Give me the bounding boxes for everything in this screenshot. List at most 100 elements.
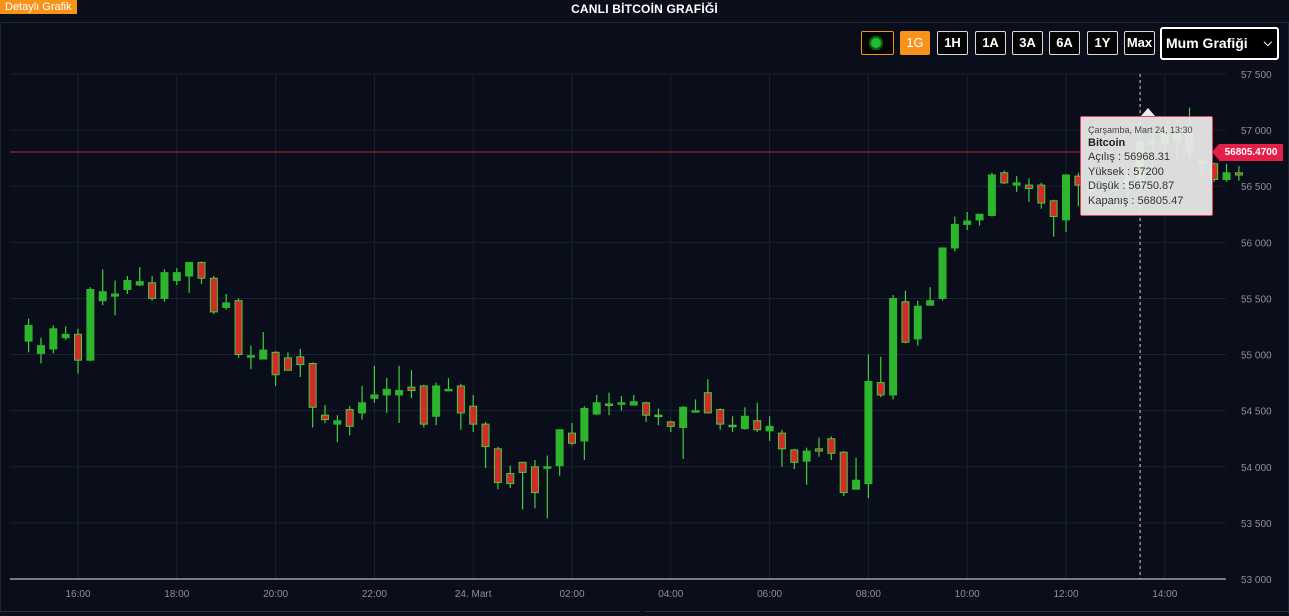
x-tick-label: 10:00	[955, 589, 980, 600]
candle-body-up	[555, 429, 564, 467]
candle-body-up	[49, 328, 58, 350]
candle-body-down	[74, 333, 82, 361]
candle-body-up	[61, 333, 70, 339]
candle-body-up	[370, 394, 379, 399]
candle-body-up	[852, 479, 861, 490]
y-tick-label: 57 000	[1241, 126, 1272, 137]
chart-type-select[interactable]: Mum Grafiği ⌵	[1160, 27, 1279, 60]
candle-body-down	[568, 432, 576, 444]
tooltip-caret	[1141, 108, 1155, 116]
candle-body-down	[1049, 200, 1058, 218]
chart-type-label: Mum Grafiği	[1166, 35, 1248, 51]
candle-body-down	[345, 409, 354, 427]
candle-body-up	[395, 389, 404, 396]
x-tick-label: 14:00	[1152, 589, 1177, 600]
candle-body-down	[148, 282, 157, 299]
candle-body-up	[259, 349, 268, 360]
tooltip-low: Düşük : 56750.87	[1088, 180, 1175, 192]
candle-body-up	[889, 297, 898, 396]
current-price-badge: 56805.4700	[1219, 144, 1283, 161]
candle-body-down	[666, 421, 675, 427]
candle-body-up	[950, 223, 959, 249]
tooltip-open: Açılış : 56968.31	[1088, 151, 1170, 163]
candle-body-up	[580, 407, 589, 442]
candle-body-down	[716, 409, 725, 425]
y-tick-label: 56 500	[1241, 182, 1272, 193]
y-tick-label: 57 500	[1241, 70, 1272, 81]
candle-body-down	[419, 385, 428, 425]
range-button-1h[interactable]: 1H	[937, 31, 968, 55]
candle-body-down	[1234, 172, 1243, 176]
candle-body-down	[493, 448, 502, 483]
candle-body-up	[1012, 182, 1021, 186]
candle-body-up	[765, 425, 774, 432]
candle-body-down	[469, 405, 478, 425]
range-button-1g[interactable]: 1G	[900, 31, 930, 55]
tooltip-close: Kapanış : 56805.47	[1088, 194, 1184, 207]
candle-body-up	[938, 247, 947, 299]
candle-body-up	[36, 345, 45, 354]
candle-body-up	[135, 281, 144, 286]
candle-body-down	[703, 392, 712, 414]
x-tick-label: 04:00	[658, 589, 683, 600]
candle-body-down	[876, 382, 885, 396]
candle-body-down	[518, 461, 527, 473]
tooltip-high: Yüksek : 57200	[1088, 165, 1164, 178]
x-tick-label: 18:00	[164, 589, 189, 600]
x-tick-label: 02:00	[559, 589, 584, 600]
x-tick-label: 22:00	[362, 589, 387, 600]
range-button-1a[interactable]: 1A	[975, 31, 1006, 55]
candle-body-up	[679, 406, 688, 428]
x-tick-label: 08:00	[856, 589, 881, 600]
candle-body-up	[543, 466, 552, 469]
candle-body-down	[753, 420, 762, 431]
candle-body-down	[321, 414, 329, 421]
candle-body-down	[283, 357, 292, 371]
candle-body-down	[839, 451, 848, 494]
live-toggle-button[interactable]	[861, 31, 894, 55]
x-tick-label: 16:00	[65, 589, 90, 600]
candle-body-down	[197, 262, 206, 279]
range-button-max[interactable]: Max	[1124, 31, 1155, 55]
y-tick-label: 56 000	[1241, 238, 1272, 249]
tooltip-series-name: Bitcoin	[1088, 137, 1126, 149]
y-tick-label: 54 500	[1241, 407, 1272, 418]
candle-body-up	[123, 279, 132, 290]
range-button-1y[interactable]: 1Y	[1087, 31, 1118, 55]
candle-body-down	[1024, 184, 1033, 189]
x-tick-label: 06:00	[757, 589, 782, 600]
candle-body-down	[530, 466, 539, 494]
top-bar: Detaylı Grafik CANLI BİTCOİN GRAFİĞİ	[0, 0, 1289, 22]
candle-body-up	[740, 415, 749, 430]
candle-body-down	[728, 424, 737, 428]
bottom-panel-left	[0, 611, 640, 616]
candle-body-up	[617, 402, 626, 405]
y-tick-label: 54 000	[1241, 463, 1272, 474]
x-tick-label: 20:00	[263, 589, 288, 600]
candle-body-down	[815, 448, 823, 452]
candle-body-up	[913, 305, 922, 340]
candle-body-down	[654, 414, 663, 418]
x-tick-label: 12:00	[1053, 589, 1078, 600]
candle-body-up	[963, 220, 972, 225]
candle-body-down	[407, 386, 416, 391]
candle-body-up	[802, 450, 811, 462]
candle-body-up	[926, 300, 935, 306]
candle-body-up	[592, 402, 601, 415]
detail-chart-tab[interactable]: Detaylı Grafik	[0, 0, 77, 14]
candle-body-up	[222, 302, 231, 308]
candle-body-down	[790, 449, 799, 463]
candle-body-up	[246, 355, 255, 358]
candle-body-up	[98, 291, 107, 302]
candle-body-down	[1000, 172, 1009, 184]
x-tick-label: 24. Mart	[455, 589, 492, 600]
candle-body-up	[975, 213, 984, 221]
candle-body-down	[777, 432, 786, 450]
range-button-3a[interactable]: 3A	[1012, 31, 1043, 55]
candle-body-down	[901, 301, 910, 343]
candle-body-up	[172, 272, 181, 281]
live-dot-icon	[869, 36, 883, 50]
range-button-6a[interactable]: 6A	[1049, 31, 1080, 55]
candle-body-up	[333, 420, 342, 425]
